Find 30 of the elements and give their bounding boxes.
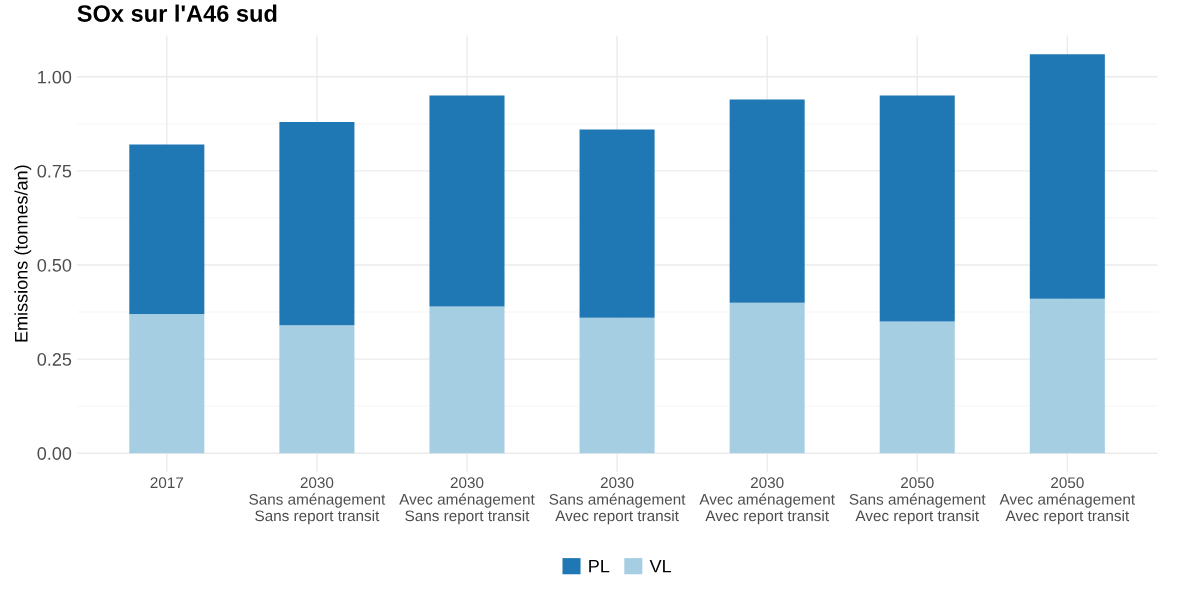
y-tick-label: 0.50: [37, 258, 72, 272]
chart-title: SOx sur l'A46 sud: [77, 4, 277, 22]
y-axis-title: Emissions (tonnes/an): [14, 165, 32, 342]
bar: [729, 99, 805, 303]
x-tick-label: 2050 Avec aménagement Avec report transit: [999, 477, 1136, 525]
y-tick-label: 1.00: [38, 70, 72, 84]
legend-label: PL: [589, 559, 610, 573]
bar: [129, 313, 205, 454]
x-tick-label: 2017: [150, 477, 184, 489]
legend-label: VL: [649, 559, 672, 573]
x-tick-label: 2030 Avec aménagement Sans report transit: [399, 477, 535, 525]
bar: [579, 317, 655, 454]
bar: [279, 121, 355, 326]
bar: [279, 325, 355, 454]
x-tick-label: 2030 Sans aménagement Avec report transit: [549, 477, 686, 525]
bar: [729, 302, 805, 454]
y-tick-label: 0.25: [37, 353, 72, 366]
y-tick-label: 0.75: [37, 164, 72, 178]
bar: [879, 321, 955, 454]
bar: [879, 95, 955, 322]
bar: [1029, 298, 1105, 454]
x-tick-label: 2030 Sans aménagement Sans report transit: [249, 477, 386, 525]
bar: [429, 306, 505, 454]
bar: [1029, 54, 1105, 299]
bar: [129, 144, 205, 314]
y-tick-label: 0.00: [37, 447, 72, 460]
x-tick-label: 2030 Avec aménagement Avec report transit: [699, 477, 835, 525]
x-tick-label: 2050 Sans aménagement Avec report transit: [849, 477, 986, 525]
bar: [579, 129, 655, 318]
bar: [429, 95, 505, 307]
